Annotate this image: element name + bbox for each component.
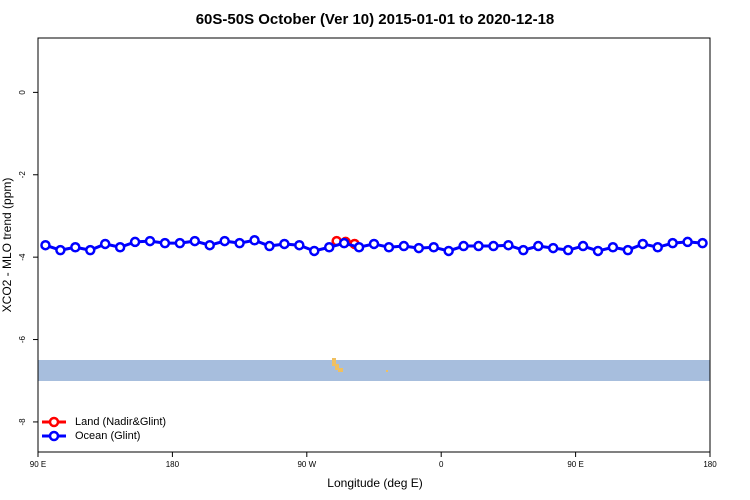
ocean-band <box>38 360 710 381</box>
data-point <box>503 239 514 251</box>
data-point <box>234 237 245 249</box>
data-point <box>622 244 634 256</box>
data-point <box>204 239 215 251</box>
data-point <box>607 242 619 253</box>
legend-marker <box>48 416 60 428</box>
data-point <box>70 242 81 253</box>
x-tick-label: 90 E <box>30 460 46 469</box>
data-point <box>99 238 111 250</box>
y-axis-label: XCO2 - MLO trend (ppm) <box>0 178 14 313</box>
y-tick-label: -8 <box>18 418 27 426</box>
land-specks <box>332 358 388 372</box>
x-tick-label: 0 <box>439 460 444 469</box>
data-point <box>294 239 305 251</box>
y-tick-label: -6 <box>18 335 27 343</box>
legend-label: Land (Nadir&Glint) <box>75 416 166 428</box>
data-point <box>428 242 439 253</box>
x-tick-label: 90 E <box>567 460 583 469</box>
chart-title: 60S-50S October (Ver 10) 2015-01-01 to 2… <box>196 11 555 28</box>
data-point <box>189 235 201 247</box>
data-point <box>114 242 126 253</box>
data-point <box>592 245 604 257</box>
data-point <box>637 238 649 250</box>
y-tick-label: -4 <box>18 253 27 261</box>
data-point <box>40 239 51 251</box>
legend-marker <box>48 430 60 442</box>
data-point <box>577 240 589 252</box>
data-point <box>652 242 663 253</box>
data-point <box>383 242 395 253</box>
data-point <box>309 245 320 257</box>
legend-label: Ocean (Glint) <box>75 430 140 442</box>
data-point <box>159 237 171 249</box>
data-point <box>443 245 454 257</box>
data-point <box>338 237 350 249</box>
data-point <box>547 242 559 254</box>
data-point <box>458 240 469 252</box>
data-point <box>667 237 678 249</box>
data-point <box>129 236 141 248</box>
data-point <box>413 242 425 254</box>
data-point <box>264 240 275 252</box>
plot-frame <box>37 37 711 453</box>
data-point <box>488 240 499 252</box>
x-tick-label: 180 <box>703 460 717 469</box>
data-point <box>249 235 260 246</box>
data-point <box>518 244 529 256</box>
data-point <box>398 240 410 252</box>
data-point <box>144 235 156 247</box>
y-tick-label: 0 <box>18 90 27 95</box>
data-point <box>174 237 186 249</box>
data-point <box>682 236 693 248</box>
data-point <box>533 240 544 252</box>
data-point <box>279 238 290 250</box>
data-point <box>219 235 230 247</box>
data-point <box>323 242 335 253</box>
data-point <box>697 237 708 249</box>
data-point <box>473 240 484 252</box>
x-tick-label: 180 <box>166 460 180 469</box>
x-axis-label: Longitude (deg E) <box>327 476 422 490</box>
x-tick-label: 90 W <box>297 460 316 469</box>
data-point <box>353 242 365 253</box>
data-point <box>562 244 574 256</box>
data-point <box>85 244 96 256</box>
data-point <box>368 238 380 250</box>
y-tick-label: -2 <box>18 171 27 179</box>
data-point <box>55 244 66 256</box>
